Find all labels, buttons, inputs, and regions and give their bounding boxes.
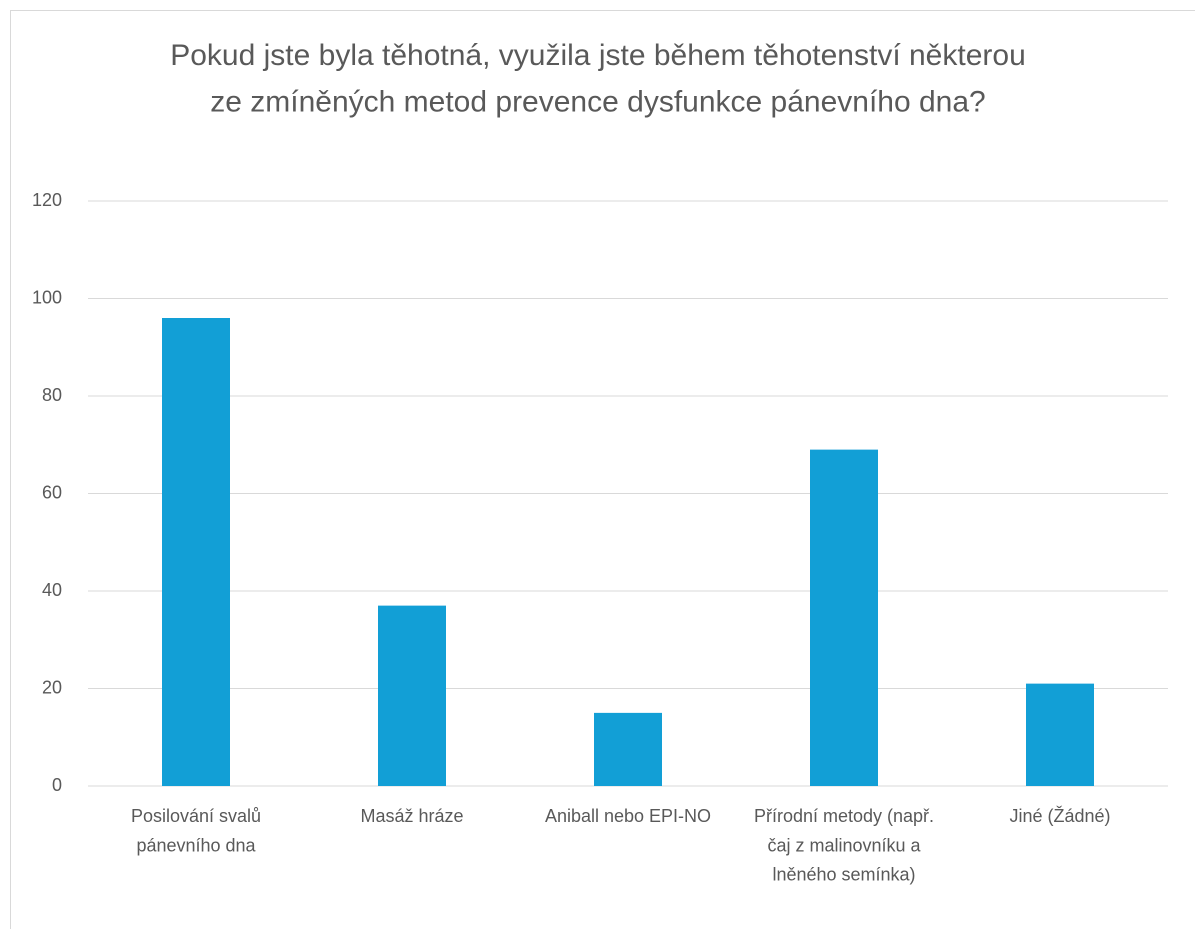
x-tick-label: Přírodní metody (např. čaj z malinovníku …: [754, 806, 934, 885]
x-tick-label: Aniball nebo EPI-NO: [545, 806, 711, 826]
x-tick-label: Posilování svalů pánevního dna: [131, 806, 261, 855]
y-tick-label: 0: [52, 775, 62, 795]
y-tick-label: 40: [42, 580, 62, 600]
bar: [1026, 683, 1094, 786]
bar: [810, 449, 878, 786]
y-tick-label: 60: [42, 482, 62, 502]
chart-title: Pokud jste byla těhotná, využila jste bě…: [170, 39, 1026, 119]
y-tick-label: 20: [42, 677, 62, 697]
x-tick-label: Masáž hráze: [360, 806, 463, 826]
bar: [378, 605, 446, 786]
chart-frame: [10, 10, 1195, 929]
bar: [162, 318, 230, 786]
y-tick-label: 100: [32, 287, 62, 307]
y-tick-label: 80: [42, 385, 62, 405]
y-tick-label: 120: [32, 190, 62, 210]
x-tick-label: Jiné (Žádné): [1009, 806, 1110, 826]
bar: [594, 712, 662, 786]
